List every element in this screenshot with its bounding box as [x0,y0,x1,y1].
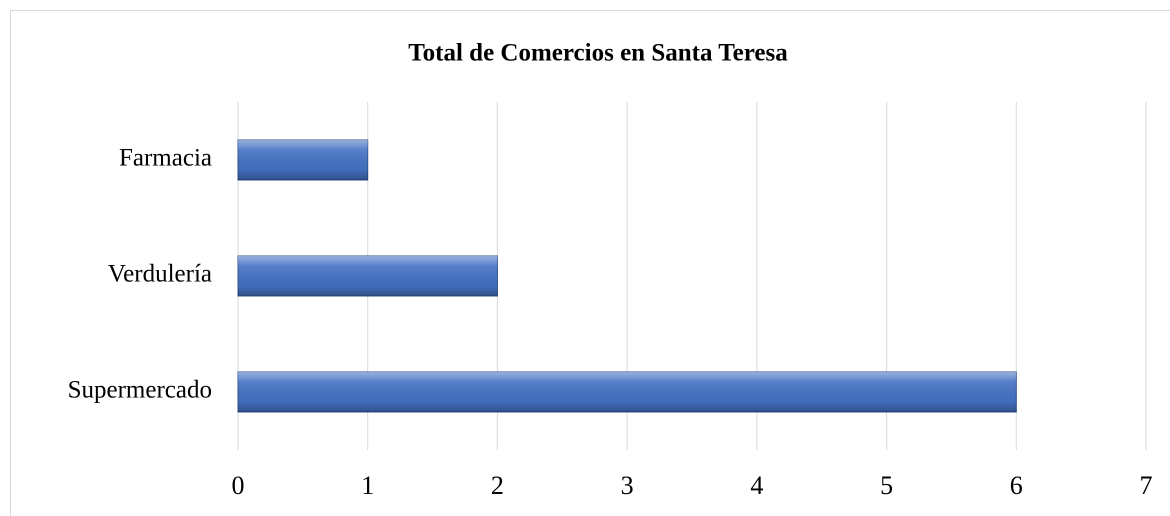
y-tick-label: Farmacia [119,145,212,172]
x-tick-label: 6 [1010,471,1023,500]
x-tick-label: 5 [880,471,893,500]
x-tick-label: 3 [621,471,634,500]
x-tick-label: 1 [361,471,374,500]
y-tick-label: Supermercado [68,377,212,404]
bar [237,255,498,297]
x-tick-label: 2 [491,471,504,500]
chart-border [10,10,1170,516]
bar [237,371,1017,413]
chart-title: Total de Comercios en Santa Teresa [408,40,788,67]
x-tick-label: 0 [232,471,245,500]
x-tick-label: 7 [1140,471,1153,500]
bar [237,139,369,181]
x-tick-label: 4 [750,471,763,500]
y-tick-label: Verdulería [108,261,212,288]
